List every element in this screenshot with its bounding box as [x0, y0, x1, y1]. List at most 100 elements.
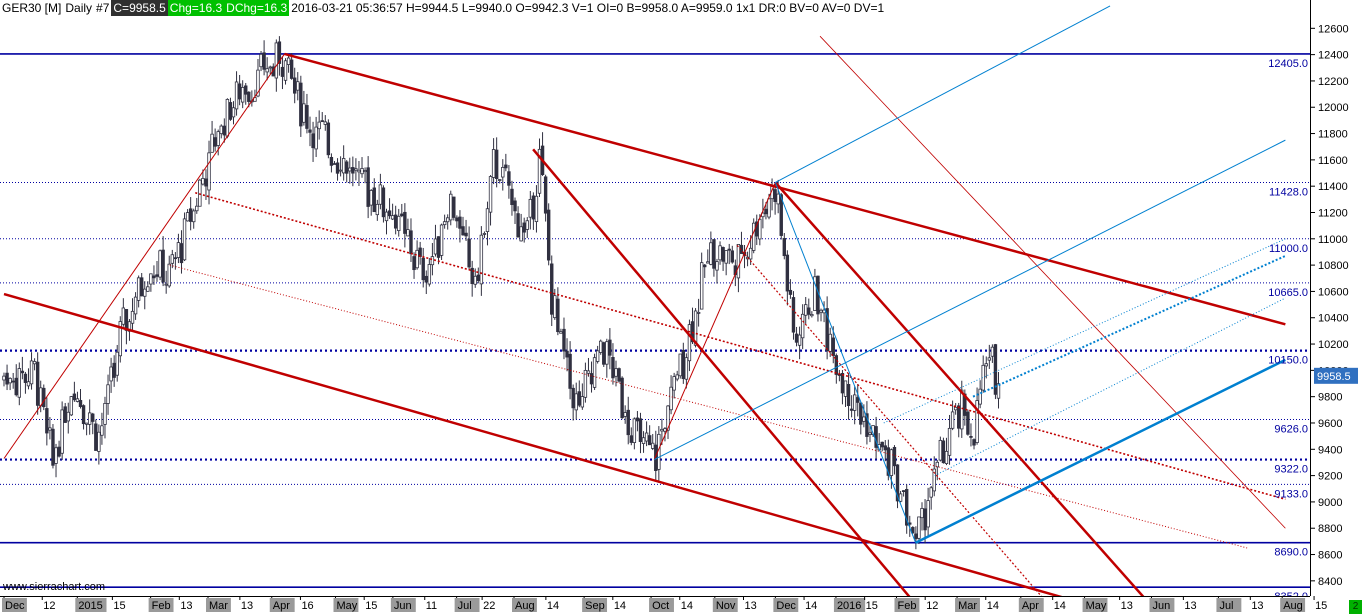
- candle-body: [167, 263, 171, 287]
- candle-body: [788, 289, 793, 295]
- candle-body: [14, 377, 18, 396]
- candle-body: [66, 411, 70, 422]
- candle-body: [984, 363, 988, 367]
- daily-change-value: DChg=16.3: [224, 0, 290, 16]
- candle-body: [950, 411, 955, 429]
- candle-body: [439, 224, 444, 256]
- price-tick-label: 10800: [1318, 260, 1349, 272]
- candle-body: [880, 441, 884, 448]
- candle-body: [764, 208, 768, 215]
- candle-body: [225, 99, 230, 137]
- candle-body: [103, 403, 107, 425]
- level-label: 9626.0: [1274, 424, 1308, 436]
- time-tick-label: Jun: [1153, 600, 1171, 612]
- time-tick-label: 13: [1121, 600, 1133, 612]
- candle-body: [516, 213, 520, 238]
- candle-body: [305, 105, 309, 129]
- chart-header: GER30 [M] Daily #7 C=9958.5 Chg=16.3 DCh…: [0, 0, 886, 16]
- candle-body: [338, 169, 343, 172]
- candle-body: [782, 238, 786, 257]
- candle-body: [849, 408, 854, 411]
- candle-body: [256, 69, 260, 97]
- candle-body: [213, 137, 217, 147]
- candle-body: [996, 383, 1001, 399]
- candle-body: [155, 274, 159, 277]
- candle-body: [791, 297, 796, 333]
- time-month-box: [1280, 598, 1306, 612]
- price-axis: [1310, 0, 1362, 614]
- candle-body: [852, 394, 857, 411]
- price-tick-label: 11200: [1318, 207, 1348, 219]
- candle-body: [804, 304, 808, 316]
- time-month-box: [582, 598, 608, 612]
- candle-body: [537, 148, 542, 194]
- candle-body: [920, 508, 924, 519]
- candle-body: [188, 208, 193, 222]
- candle-body: [308, 129, 312, 133]
- candle-body: [94, 423, 98, 451]
- candle-body: [494, 149, 499, 179]
- candle-body: [687, 324, 692, 362]
- candle-body: [393, 214, 398, 229]
- candle-body: [491, 149, 496, 178]
- candle-body: [859, 402, 863, 425]
- time-tick-label: 14: [805, 600, 817, 612]
- candle-body: [840, 373, 845, 394]
- candle-body: [63, 406, 67, 423]
- candle-body: [767, 198, 771, 218]
- candle-body: [886, 447, 891, 476]
- candle-body: [528, 198, 533, 218]
- candle-body: [957, 405, 961, 429]
- candle-body: [482, 233, 487, 235]
- price-tick-label: 12200: [1318, 76, 1349, 88]
- candle-body: [387, 210, 392, 217]
- candle-body: [678, 353, 682, 377]
- candle-body: [608, 339, 612, 356]
- candle-body: [638, 418, 643, 442]
- candle-body: [868, 432, 872, 435]
- candle-body: [143, 288, 147, 297]
- candle-body: [240, 87, 245, 103]
- candle-body: [932, 468, 936, 492]
- trend-line: [775, 5, 1111, 183]
- candle-body: [690, 321, 695, 343]
- time-tick-label: May: [337, 600, 358, 612]
- candle-body: [409, 230, 413, 255]
- candle-body: [124, 309, 129, 331]
- time-month-box: [2, 598, 27, 612]
- candle-body: [993, 344, 998, 395]
- candle-body: [819, 309, 823, 313]
- candle-body: [571, 387, 575, 409]
- candle-body: [779, 194, 783, 236]
- candle-body: [277, 41, 282, 64]
- chart-number-badge[interactable]: 2: [1349, 600, 1362, 614]
- candle-body: [923, 508, 927, 531]
- candle-body: [966, 411, 970, 435]
- candle-body: [929, 487, 933, 498]
- price-tick-label: 9400: [1318, 444, 1342, 456]
- candle-body: [623, 412, 627, 417]
- candle-body: [758, 218, 762, 240]
- candle-body: [292, 77, 297, 94]
- candle-body: [78, 400, 83, 407]
- time-tick-label: 16: [301, 600, 313, 612]
- candle-body: [237, 83, 242, 100]
- trend-line: [195, 191, 1286, 501]
- bar-info: 2016-03-21 05:36:57 H=9944.5 L=9940.0 O=…: [291, 1, 885, 15]
- candle-body: [611, 357, 615, 379]
- candle-body: [715, 261, 719, 271]
- candle-body: [302, 103, 306, 123]
- time-tick-label: Aug: [515, 600, 535, 612]
- candle-body: [917, 516, 921, 539]
- candle-body: [26, 381, 31, 387]
- time-tick-label: 15: [866, 600, 878, 612]
- time-month-box: [333, 598, 359, 612]
- time-tick-label: 2016: [837, 600, 861, 612]
- candle-body: [182, 218, 187, 261]
- candle-body: [106, 384, 110, 404]
- candle-body: [195, 205, 199, 212]
- candle-body: [216, 131, 220, 146]
- candle-body: [696, 311, 701, 314]
- trend-line: [653, 182, 776, 460]
